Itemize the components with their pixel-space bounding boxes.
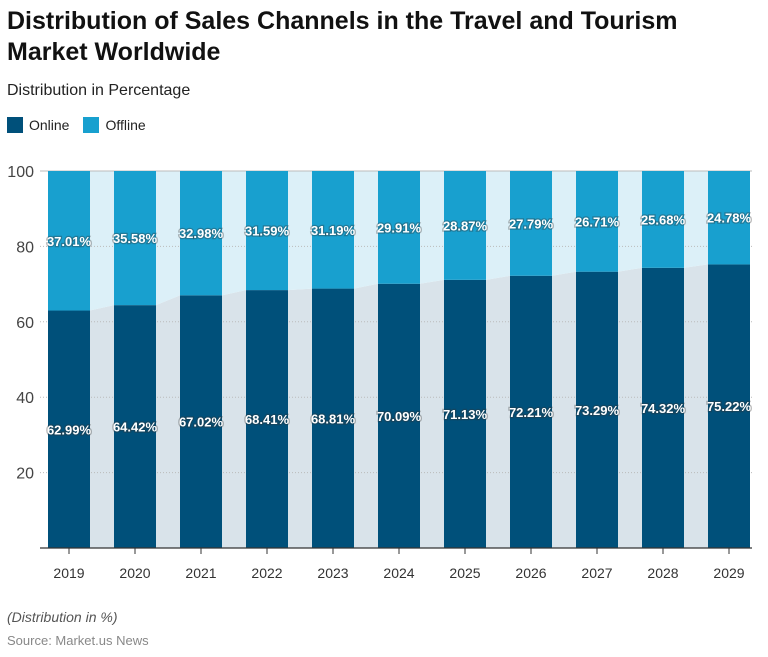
connector-offline xyxy=(486,171,510,280)
x-tick-label: 2029 xyxy=(713,565,744,581)
connector-offline xyxy=(156,171,180,306)
x-tick-label: 2028 xyxy=(647,565,678,581)
bar-offline xyxy=(642,171,684,268)
connector-online xyxy=(486,275,510,548)
chart-subtitle: Distribution in Percentage xyxy=(7,82,191,99)
x-tick-label: 2027 xyxy=(581,565,612,581)
data-label-offline: 37.01% xyxy=(47,234,92,249)
legend-label-online: Online xyxy=(29,117,70,133)
connector-online xyxy=(156,295,180,548)
connector-offline xyxy=(222,171,246,296)
data-label-offline: 35.58% xyxy=(113,231,158,246)
bar-online xyxy=(48,310,90,548)
data-label-offline: 31.59% xyxy=(245,224,290,239)
x-tick-label: 2026 xyxy=(515,565,546,581)
bar-online xyxy=(378,283,420,548)
bar-offline xyxy=(48,171,90,311)
data-label-online: 70.09% xyxy=(377,409,422,424)
bar-offline xyxy=(180,171,222,296)
bar-online xyxy=(642,267,684,548)
bar-offline xyxy=(378,171,420,284)
y-tick-label: 100 xyxy=(7,164,34,181)
connector-online xyxy=(684,264,708,548)
bar-offline xyxy=(444,171,486,280)
connector-online xyxy=(420,279,444,548)
x-tick-label: 2019 xyxy=(53,565,84,581)
x-tick-label: 2022 xyxy=(251,565,282,581)
data-label-online: 62.99% xyxy=(47,422,92,437)
data-label-online: 68.41% xyxy=(245,412,290,427)
x-tick-label: 2021 xyxy=(185,565,216,581)
connector-offline xyxy=(618,171,642,272)
bar-online xyxy=(114,305,156,548)
connector-online xyxy=(552,271,576,548)
data-label-offline: 29.91% xyxy=(377,220,422,235)
data-label-offline: 31.19% xyxy=(311,223,356,238)
data-label-offline: 26.71% xyxy=(575,214,620,229)
data-label-offline: 28.87% xyxy=(443,218,488,233)
connector-online xyxy=(90,305,114,548)
data-label-offline: 27.79% xyxy=(509,216,554,231)
data-label-online: 64.42% xyxy=(113,420,158,435)
data-label-online: 72.21% xyxy=(509,405,554,420)
data-label-online: 67.02% xyxy=(179,415,224,430)
data-label-offline: 24.78% xyxy=(707,211,752,226)
connector-offline xyxy=(552,171,576,276)
legend-swatch-online xyxy=(7,117,23,133)
bar-offline xyxy=(114,171,156,306)
x-tick-label: 2023 xyxy=(317,565,348,581)
connector-online xyxy=(288,288,312,548)
bar-online xyxy=(312,288,354,548)
legend-label-offline: Offline xyxy=(105,117,146,133)
bar-offline xyxy=(246,171,288,291)
connector-offline xyxy=(354,171,378,289)
connector-online xyxy=(222,290,246,548)
connector-offline xyxy=(420,171,444,284)
bar-online xyxy=(246,290,288,548)
footnote: (Distribution in %) xyxy=(7,609,118,625)
legend-swatch-offline xyxy=(83,117,100,133)
data-label-offline: 32.98% xyxy=(179,226,224,241)
connector-offline xyxy=(684,171,708,268)
bar-online xyxy=(510,275,552,548)
bar-online xyxy=(708,264,750,548)
data-label-online: 75.22% xyxy=(707,399,752,414)
connector-offline xyxy=(288,171,312,291)
data-label-online: 71.13% xyxy=(443,407,488,422)
x-tick-label: 2024 xyxy=(383,565,414,581)
y-tick-label: 80 xyxy=(16,239,34,256)
bar-offline xyxy=(312,171,354,289)
data-label-online: 73.29% xyxy=(575,403,620,418)
bar-offline xyxy=(708,171,750,265)
legend: Online Offline xyxy=(7,117,146,133)
x-tick-label: 2025 xyxy=(449,565,480,581)
bar-online xyxy=(444,279,486,548)
legend-item-offline: Offline xyxy=(83,117,146,133)
connector-online xyxy=(618,267,642,548)
data-label-online: 74.32% xyxy=(641,401,686,416)
bar-offline xyxy=(576,171,618,272)
y-tick-label: 60 xyxy=(16,315,34,332)
connector-online xyxy=(354,283,378,548)
bar-online xyxy=(180,295,222,548)
x-tick-label: 2020 xyxy=(119,565,150,581)
data-label-online: 68.81% xyxy=(311,411,356,426)
data-label-offline: 25.68% xyxy=(641,212,686,227)
y-tick-label: 40 xyxy=(16,390,34,407)
chart-title: Distribution of Sales Channels in the Tr… xyxy=(7,7,678,66)
bar-online xyxy=(576,271,618,548)
y-tick-label: 20 xyxy=(16,466,34,483)
bar-offline xyxy=(510,171,552,276)
connector-offline xyxy=(90,171,114,311)
legend-item-online: Online xyxy=(7,117,69,133)
source: Source: Market.us News xyxy=(7,633,149,648)
